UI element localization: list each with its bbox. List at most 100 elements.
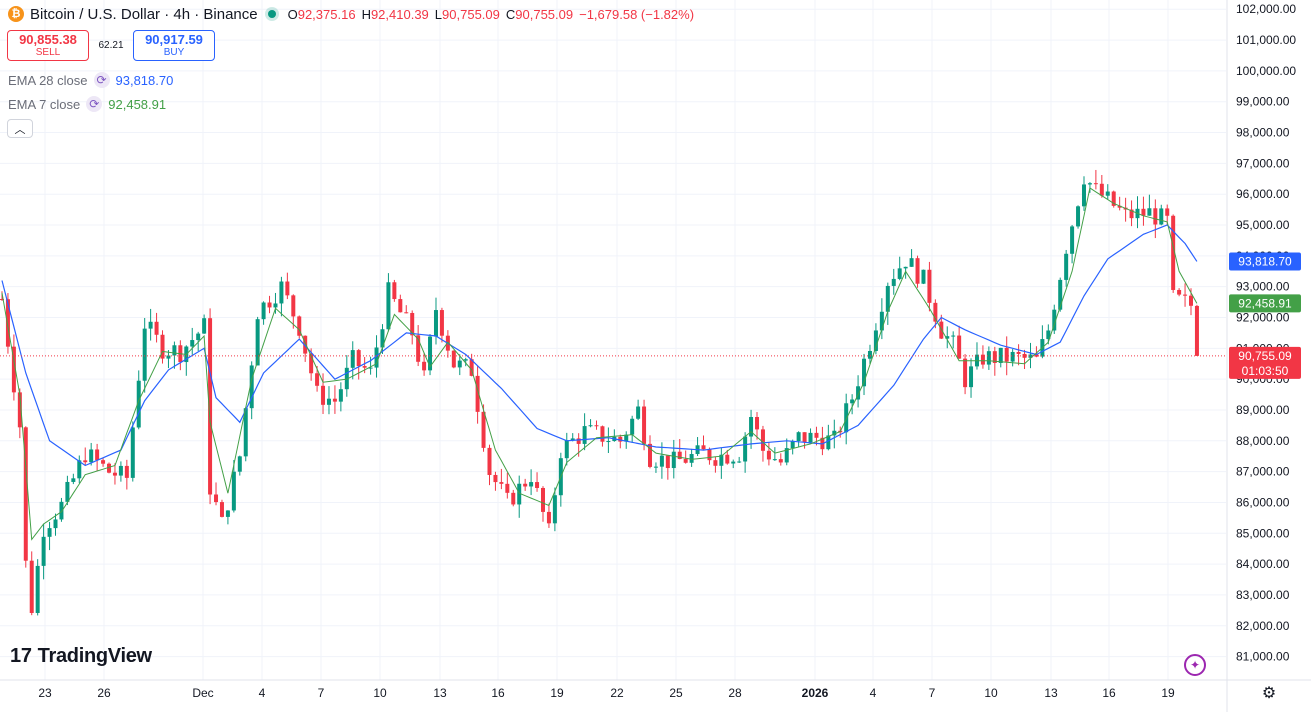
time-tick-label: 4 bbox=[259, 686, 266, 700]
candle bbox=[653, 462, 658, 473]
indicator-ema7[interactable]: EMA 7 close ⟳ 92,458.91 bbox=[8, 94, 166, 114]
candle-body bbox=[630, 418, 635, 435]
candle bbox=[214, 482, 219, 506]
candle-body bbox=[309, 353, 314, 374]
candle bbox=[998, 347, 1003, 368]
candle bbox=[535, 472, 540, 492]
candle-body bbox=[148, 321, 153, 329]
candle-body bbox=[499, 482, 504, 484]
candle-body bbox=[885, 285, 890, 312]
candle-body bbox=[850, 399, 855, 404]
time-tick-label: 13 bbox=[433, 686, 447, 700]
candle-body bbox=[523, 483, 528, 487]
candle bbox=[1147, 194, 1152, 216]
candle-body bbox=[154, 321, 159, 335]
candle bbox=[766, 442, 771, 466]
buy-button[interactable]: 90,917.59 BUY bbox=[133, 30, 215, 61]
candle bbox=[273, 292, 278, 314]
candle-body bbox=[766, 450, 771, 460]
candle-body bbox=[321, 385, 326, 405]
candle-body bbox=[642, 406, 647, 444]
candle bbox=[29, 551, 34, 616]
candle bbox=[695, 437, 700, 457]
time-tick-label: 28 bbox=[728, 686, 742, 700]
candle bbox=[909, 249, 914, 267]
price-tick-label: 102,000.00 bbox=[1236, 2, 1296, 16]
candle bbox=[1070, 224, 1075, 264]
candle bbox=[749, 409, 754, 449]
candle bbox=[612, 429, 617, 442]
candle-body bbox=[35, 565, 40, 613]
candle bbox=[202, 314, 207, 334]
candle-body bbox=[1087, 183, 1092, 185]
candle-body bbox=[95, 449, 100, 461]
candle-body bbox=[196, 333, 201, 341]
candle-body bbox=[481, 411, 486, 448]
candle-body bbox=[89, 449, 94, 463]
candle-body bbox=[11, 346, 16, 393]
candle-body bbox=[249, 365, 254, 409]
candle-body bbox=[743, 436, 748, 462]
refresh-icon[interactable]: ⟳ bbox=[86, 96, 103, 112]
candle-body bbox=[808, 432, 813, 443]
candle-body bbox=[136, 380, 141, 428]
candle bbox=[665, 455, 670, 480]
candle-body bbox=[255, 319, 260, 366]
candle bbox=[493, 471, 498, 491]
change-value: −1,679.58 (−1.82%) bbox=[579, 6, 695, 22]
candle bbox=[529, 469, 534, 496]
candle bbox=[178, 340, 183, 371]
candle-body bbox=[546, 511, 551, 524]
sparkle-icon[interactable]: ✦ bbox=[1184, 654, 1206, 676]
candle bbox=[659, 442, 664, 479]
time-tick-label: 16 bbox=[1102, 686, 1116, 700]
candle-body bbox=[47, 528, 52, 537]
candle-body bbox=[933, 302, 938, 322]
candle bbox=[737, 456, 742, 464]
tradingview-logo[interactable]: 17 TradingView bbox=[10, 645, 152, 668]
price-tick-label: 84,000.00 bbox=[1236, 557, 1290, 571]
candle-body bbox=[451, 350, 456, 368]
candle bbox=[957, 325, 962, 359]
candle-body bbox=[124, 465, 129, 478]
time-tick-label: 19 bbox=[550, 686, 564, 700]
candle-body bbox=[1016, 351, 1021, 354]
candle-body bbox=[683, 459, 688, 463]
symbol-title[interactable]: Bitcoin / U.S. Dollar · 4h · Binance bbox=[30, 5, 258, 23]
candle bbox=[416, 325, 421, 367]
candle-body bbox=[475, 375, 480, 412]
candle-body bbox=[867, 350, 872, 359]
candle bbox=[457, 354, 462, 376]
candle-body bbox=[1165, 208, 1170, 216]
candle bbox=[582, 413, 587, 451]
candle-body bbox=[356, 350, 361, 367]
sell-button[interactable]: 90,855.38 SELL bbox=[7, 30, 89, 61]
candle bbox=[790, 439, 795, 455]
indicator-ema28[interactable]: EMA 28 close ⟳ 93,818.70 bbox=[8, 70, 173, 90]
candle bbox=[166, 350, 171, 369]
candle bbox=[1004, 336, 1009, 376]
last-price-box bbox=[1229, 346, 1301, 379]
candle-body bbox=[457, 360, 462, 368]
candle-body bbox=[160, 334, 165, 359]
candle bbox=[130, 421, 135, 482]
candle bbox=[172, 341, 177, 369]
refresh-icon[interactable]: ⟳ bbox=[93, 72, 110, 88]
candle bbox=[945, 326, 950, 349]
candle bbox=[95, 443, 100, 471]
candle-body bbox=[802, 432, 807, 443]
candle-body bbox=[1028, 354, 1033, 358]
candle-body bbox=[362, 366, 367, 368]
candle bbox=[89, 442, 94, 466]
candle bbox=[594, 420, 599, 430]
gear-icon[interactable]: ⚙ bbox=[1261, 685, 1277, 702]
candle bbox=[867, 344, 872, 364]
candle-body bbox=[737, 461, 742, 463]
candle-body bbox=[784, 448, 789, 463]
candle-body bbox=[535, 482, 540, 488]
candle-body bbox=[1076, 206, 1081, 227]
candle bbox=[65, 475, 70, 506]
candle-body bbox=[23, 427, 28, 561]
collapse-legend-button[interactable]: ︿ bbox=[7, 119, 33, 138]
